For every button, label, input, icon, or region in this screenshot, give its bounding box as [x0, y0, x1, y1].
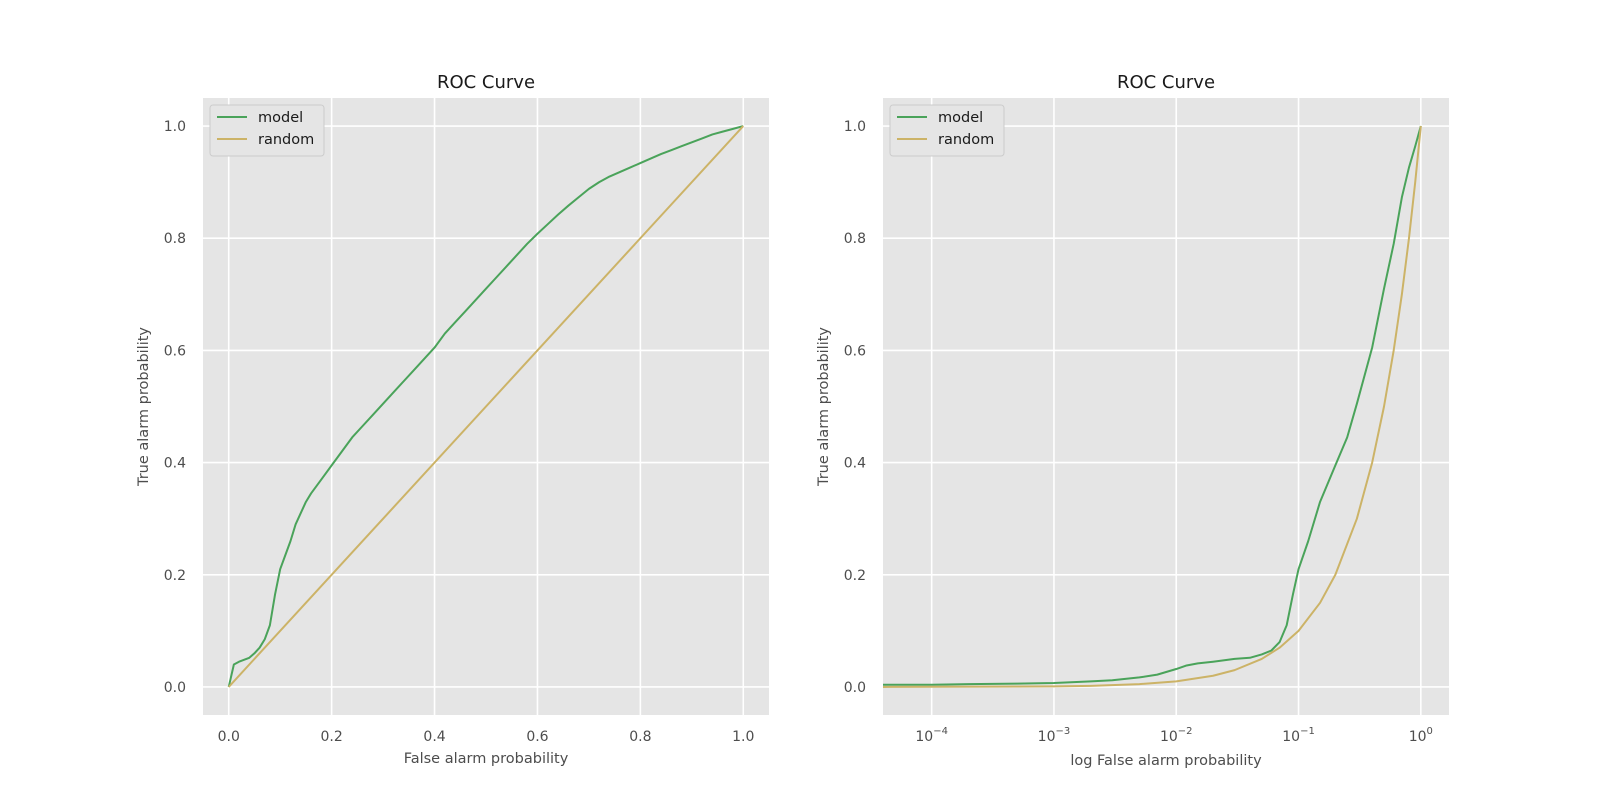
x-tick-base: 10	[1038, 729, 1056, 745]
x-tick-label: 0.6	[526, 729, 548, 745]
roc-log-panel: 10−4 10−3 10−2 10−1 1000.00.20.40.60.81.0ROC…	[816, 72, 1449, 769]
x-tick-label: 0.0	[218, 729, 240, 745]
x-tick-base: 10	[915, 729, 933, 745]
legend: model random	[209, 104, 325, 157]
x-tick-label: 0.2	[321, 729, 343, 745]
y-tick-label: 0.2	[844, 568, 866, 584]
y-tick-label: 0.2	[164, 568, 186, 584]
legend-label-model: model	[258, 110, 303, 126]
x-tick-exponent: −4	[933, 726, 948, 737]
y-tick-label: 0.6	[164, 343, 186, 359]
chart-title: ROC Curve	[1117, 72, 1215, 93]
y-tick-label: 0.0	[164, 680, 186, 696]
y-tick-label: 0.8	[164, 231, 186, 247]
x-tick-label: 10−4	[915, 726, 948, 745]
y-tick-label: 0.0	[844, 680, 866, 696]
x-tick-label: 1.0	[732, 729, 754, 745]
x-tick-label: 10−2	[1160, 726, 1193, 745]
y-tick-label: 0.4	[844, 456, 866, 472]
x-tick-label: 10−3	[1038, 726, 1071, 745]
x-tick-label: 0.8	[629, 729, 651, 745]
y-tick-label: 1.0	[164, 119, 186, 135]
y-axis-label: True alarm probability	[816, 327, 832, 487]
series-line-model	[883, 125, 1422, 686]
x-tick-label: 0.4	[423, 729, 445, 745]
roc-linear-panel: 0.0 0.2 0.4 0.6 0.8 1.0 0.0 0.2 0.4 0.6 0.8 1.0 ROC …	[136, 72, 769, 767]
x-tick-label: 100	[1409, 726, 1433, 745]
series-line-model	[227, 125, 744, 688]
legend-label-model: model	[938, 110, 983, 126]
x-tick-exponent: −2	[1178, 726, 1193, 737]
x-axis-label: log False alarm probability	[1070, 753, 1262, 769]
x-tick-base: 10	[1160, 729, 1178, 745]
x-tick-exponent: −1	[1300, 726, 1315, 737]
x-tick-exponent: −3	[1055, 726, 1070, 737]
plot-area	[883, 98, 1449, 715]
series-line-random	[227, 125, 745, 688]
legend-label-random: random	[258, 132, 314, 148]
legend-label-random: random	[938, 132, 994, 148]
x-tick-base: 10	[1282, 729, 1300, 745]
y-tick-label: 0.6	[844, 343, 866, 359]
y-axis-label: True alarm probability	[136, 327, 152, 487]
x-tick-exponent: 0	[1427, 726, 1433, 737]
x-tick-base: 10	[1409, 729, 1427, 745]
x-tick-label: 10−1	[1282, 726, 1315, 745]
legend: model random	[889, 104, 1005, 157]
x-axis-label: False alarm probability	[404, 751, 569, 767]
y-tick-label: 0.8	[844, 231, 866, 247]
series-line-random	[882, 125, 1422, 688]
chart-title: ROC Curve	[437, 72, 535, 93]
y-tick-label: 0.4	[164, 456, 186, 472]
y-tick-label: 1.0	[844, 119, 866, 135]
